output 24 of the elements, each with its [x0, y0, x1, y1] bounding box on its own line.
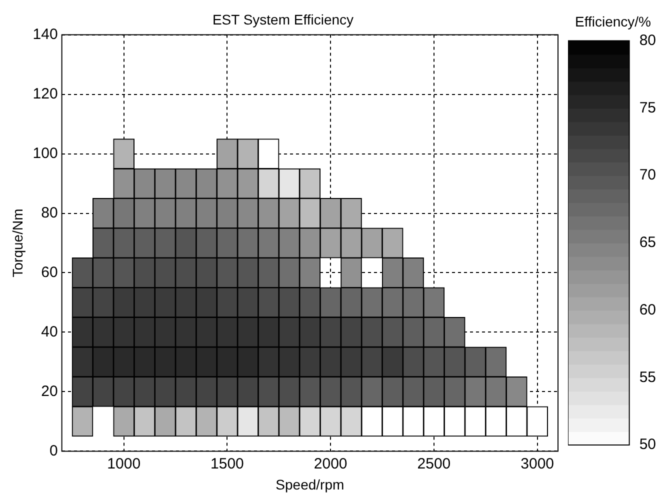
y-tick-label: 20 — [41, 382, 58, 400]
y-tick-label: 0 — [49, 442, 58, 460]
x-axis-title: Speed/rpm — [276, 476, 344, 492]
chart-title: EST System Efficiency — [212, 11, 354, 28]
y-tick-label: 80 — [41, 204, 58, 222]
x-tick-label: 2500 — [417, 455, 451, 472]
color-bar-label: 60 — [639, 301, 656, 318]
color-bar-label: 50 — [639, 436, 656, 454]
y-tick-label: 60 — [41, 264, 58, 281]
x-tick-label: 1500 — [210, 455, 244, 472]
color-bar-label: 80 — [639, 32, 656, 49]
color-bar-label: 65 — [639, 234, 656, 252]
x-tick-label: 2000 — [314, 455, 348, 472]
y-tick-label: 100 — [32, 144, 58, 162]
color-bar-label: 70 — [639, 166, 656, 184]
color-bar-title: Efficiency/% — [575, 13, 651, 30]
y-tick-label: 40 — [41, 323, 58, 340]
y-tick-label: 120 — [32, 85, 58, 102]
x-tick-label: 3000 — [520, 455, 554, 472]
color-bar-label: 55 — [639, 368, 656, 386]
x-tick-label: 1000 — [107, 455, 141, 472]
color-bar-label: 75 — [639, 99, 656, 116]
y-tick-label: 140 — [32, 26, 58, 43]
y-axis-title: Torque/Nm — [9, 208, 26, 278]
